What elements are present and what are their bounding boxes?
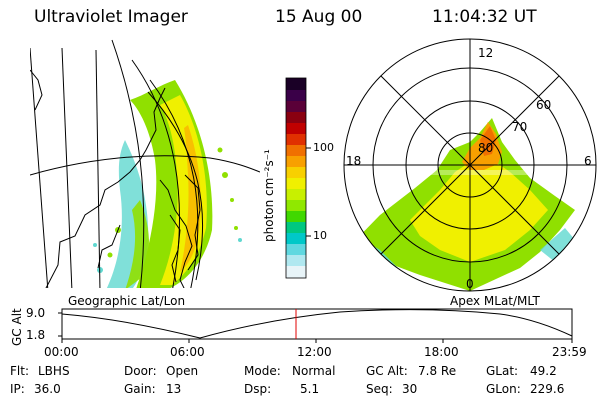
altitude-ylabel: GC Alt <box>10 308 24 346</box>
mlt-label-0: 0 <box>466 277 474 291</box>
door-value: Open <box>166 364 199 378</box>
altitude-xtick-0600: 06:00 <box>170 345 205 359</box>
mode-value: Normal <box>292 364 336 378</box>
geographic-image <box>30 39 260 288</box>
lat-label-70: 70 <box>512 120 528 134</box>
glat-value: 49.2 <box>530 364 557 378</box>
left-panel-caption: Geographic Lat/Lon <box>68 294 186 308</box>
altitude-xtick-1800: 18:00 <box>424 345 459 359</box>
mlt-label-12: 12 <box>478 46 494 60</box>
time-label: 11:04:32 UT <box>432 7 537 27</box>
seq-label: Seq: <box>366 382 393 396</box>
date-label: 15 Aug 00 <box>275 7 363 27</box>
altitude-ytick-9: 9.0 <box>26 306 46 320</box>
gain-value: 13 <box>166 382 182 396</box>
altitude-xtick-0000: 00:00 <box>44 345 79 359</box>
mode-label: Mode: <box>244 364 281 378</box>
right-panel-caption: Apex MLat/MLT <box>450 294 540 308</box>
dsp-label: Dsp: <box>244 382 272 396</box>
glat-label: GLat: <box>486 364 519 378</box>
seq-value: 30 <box>402 382 418 396</box>
gc-alt-label: GC Alt: <box>366 364 408 378</box>
altitude-xtick-1200: 12:00 <box>297 345 332 359</box>
altitude-xtick-2359: 23:59 <box>552 345 587 359</box>
ip-label: IP: <box>10 382 25 396</box>
mlt-label-6: 6 <box>584 154 592 168</box>
instrument-title: Ultraviolet Imager <box>34 7 188 27</box>
colorbar-tick-100: 100 <box>313 141 334 154</box>
altitude-ytick-1-8: 1.8 <box>26 328 46 342</box>
gc-alt-value: 7.8 Re <box>418 364 457 378</box>
door-label: Door: <box>124 364 157 378</box>
dsp-value: 5.1 <box>300 382 320 396</box>
colorbar <box>285 77 311 279</box>
colorbar-tick-10: 10 <box>313 229 327 242</box>
flt-label: Flt: <box>10 364 29 378</box>
polar-image <box>343 38 597 292</box>
ip-value: 36.0 <box>34 382 61 396</box>
glon-value: 229.6 <box>530 382 565 396</box>
lat-label-80: 80 <box>478 141 494 155</box>
flt-value: LBHS <box>38 364 70 378</box>
colorbar-label: photon cm⁻²s⁻¹ <box>262 149 276 242</box>
altitude-plot <box>58 308 573 343</box>
lat-label-60: 60 <box>536 98 552 112</box>
mlt-label-18: 18 <box>346 154 362 168</box>
gain-label: Gain: <box>124 382 156 396</box>
glon-label: GLon: <box>486 382 521 396</box>
